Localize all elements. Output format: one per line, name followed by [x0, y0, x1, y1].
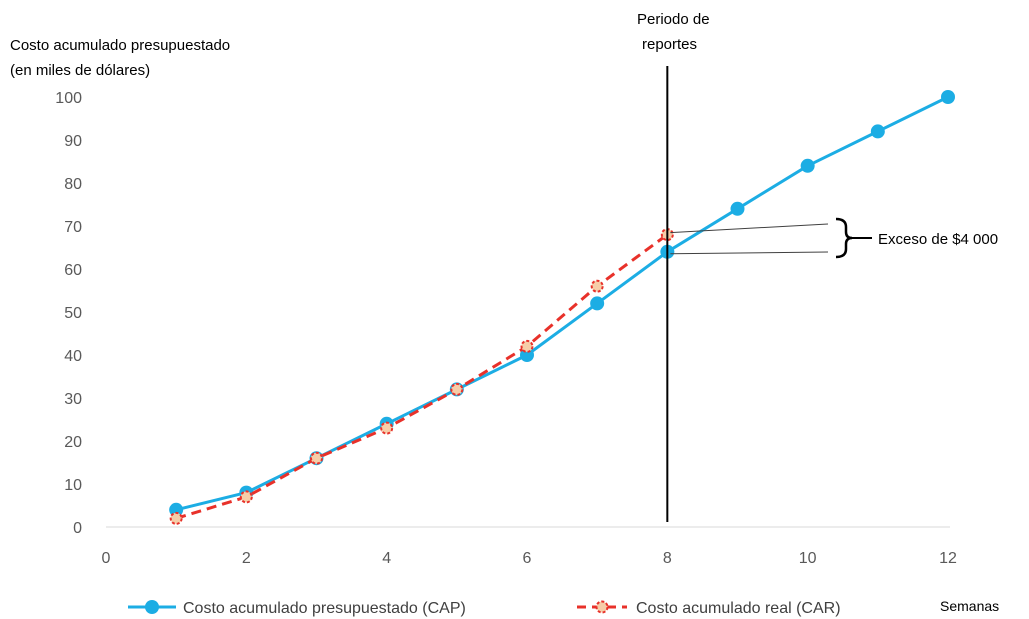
reporting-period-label-line1: Periodo de	[637, 11, 710, 28]
y-tick-label: 30	[64, 391, 82, 408]
data-point-car	[310, 451, 323, 465]
data-point-car	[590, 279, 604, 293]
series-line-1	[175, 95, 949, 512]
data-point-cap	[870, 124, 885, 139]
data-point-cap	[800, 158, 815, 173]
x-tick-label: 6	[523, 550, 532, 567]
y-axis-title-line2: (en miles de dólares)	[10, 62, 150, 79]
data-point-car	[380, 421, 394, 435]
x-tick-label: 0	[102, 550, 111, 567]
series-line-2	[175, 233, 669, 520]
x-tick-label: 10	[799, 550, 817, 567]
x-tick-label: 12	[939, 550, 957, 567]
y-tick-label: 20	[64, 434, 82, 451]
y-tick-label: 0	[73, 520, 82, 537]
legend-label-cap: Costo acumulado presupuestado (CAP)	[183, 600, 466, 617]
data-point-car	[239, 490, 253, 504]
excess-bracket	[835, 217, 853, 259]
y-axis-title-line1: Costo acumulado presupuestado	[10, 37, 230, 54]
x-tick-labels: 0 2 4 6 8 10 12	[102, 550, 957, 567]
data-point-car	[169, 511, 183, 525]
reporting-period-label-line2: reportes	[642, 36, 697, 53]
excess-label: Exceso de $4 000	[878, 231, 998, 248]
data-point-car	[450, 382, 464, 396]
legend-marker-car	[595, 600, 609, 614]
legend-label-car: Costo acumulado real (CAR)	[636, 600, 841, 617]
y-tick-label: 70	[64, 219, 82, 236]
y-tick-label: 90	[64, 133, 82, 150]
data-point-cap	[730, 201, 745, 216]
y-tick-label: 60	[64, 262, 82, 279]
y-tick-labels: 0 10 20 30 40 50 60 70 80 90 100	[55, 90, 82, 537]
y-tick-label: 100	[55, 90, 82, 107]
legend-marker-cap	[145, 600, 159, 614]
excess-annotation: Exceso de $4 000	[670, 217, 998, 259]
excess-pointer-upper	[670, 223, 829, 234]
x-tick-label: 2	[242, 550, 251, 567]
x-tick-label: 4	[382, 550, 391, 567]
y-tick-label: 50	[64, 305, 82, 322]
y-tick-label: 10	[64, 477, 82, 494]
x-axis-title: Semanas	[940, 598, 999, 614]
data-point-car	[520, 339, 534, 353]
y-tick-label: 40	[64, 348, 82, 365]
x-tick-label: 8	[663, 550, 672, 567]
plot-area	[169, 66, 955, 525]
data-point-cap	[941, 90, 955, 104]
y-tick-label: 80	[64, 176, 82, 193]
data-point-cap	[590, 296, 605, 311]
legend: Costo acumulado presupuestado (CAP) Costo…	[128, 600, 841, 617]
excess-pointer-lower	[670, 251, 829, 255]
